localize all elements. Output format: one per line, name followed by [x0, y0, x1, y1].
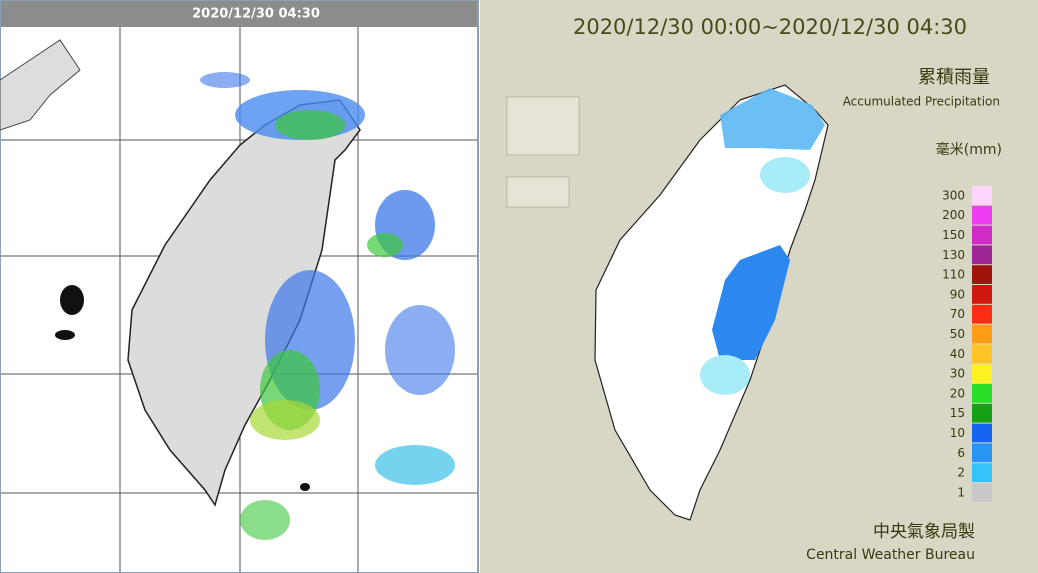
legend-label: 200	[942, 208, 965, 222]
legend-label: 2	[957, 466, 965, 480]
precip-title: 2020/12/30 00:00~2020/12/30 04:30	[573, 15, 967, 39]
taiwan-map	[127, 99, 361, 507]
legend-swatch	[972, 245, 992, 265]
legend-swatch	[972, 443, 992, 463]
legend-label: 50	[950, 327, 965, 341]
legend-label: 1	[957, 485, 965, 499]
legend-label: 150	[942, 228, 965, 242]
legend-label: 70	[950, 307, 965, 321]
legend-swatch	[972, 304, 992, 324]
precip-areas	[700, 88, 825, 395]
legend-label: 20	[950, 386, 965, 400]
inset-box	[506, 176, 570, 208]
legend-label: 6	[957, 446, 965, 460]
legend-swatch	[972, 384, 992, 403]
legend-swatch	[972, 285, 992, 304]
legend-label: 300	[942, 188, 965, 202]
credit-en: Central Weather Bureau	[806, 547, 975, 563]
legend-label: 130	[942, 248, 965, 262]
legend-swatch	[972, 265, 992, 284]
legend-label: 15	[950, 406, 965, 420]
legend-swatch	[972, 186, 992, 205]
legend-title-zh: 累積雨量	[918, 67, 990, 88]
legend-unit: 毫米(mm)	[936, 141, 1002, 158]
legend-swatch	[972, 483, 992, 502]
legend-swatch	[972, 423, 992, 443]
inset-box	[506, 96, 580, 156]
credit-zh: 中央氣象局製	[873, 522, 975, 542]
legend-label: 40	[950, 347, 965, 361]
title-bar	[1, 1, 477, 27]
taiwan-map	[594, 84, 829, 521]
legend-label: 30	[950, 367, 965, 381]
legend-label: 110	[942, 268, 965, 282]
radar-echoes	[200, 72, 455, 540]
legend-swatch	[972, 364, 992, 383]
legend-swatch	[972, 344, 992, 364]
radar-timestamp: 2020/12/30 04:30	[192, 7, 320, 22]
legend-swatch	[972, 225, 992, 245]
islands	[55, 285, 310, 491]
legend-swatch	[972, 205, 992, 225]
legend-label: 10	[950, 426, 965, 440]
legend: 300 200 150 130 110 90 70 50 40 30 20 15 10 6 2 1	[942, 186, 992, 502]
legend-swatch	[972, 403, 992, 423]
legend-swatch	[972, 324, 992, 344]
legend-swatch	[972, 463, 992, 482]
legend-title-en: Accumulated Precipitation	[843, 95, 1000, 109]
legend-label: 90	[950, 287, 965, 301]
china-coast	[0, 39, 81, 131]
